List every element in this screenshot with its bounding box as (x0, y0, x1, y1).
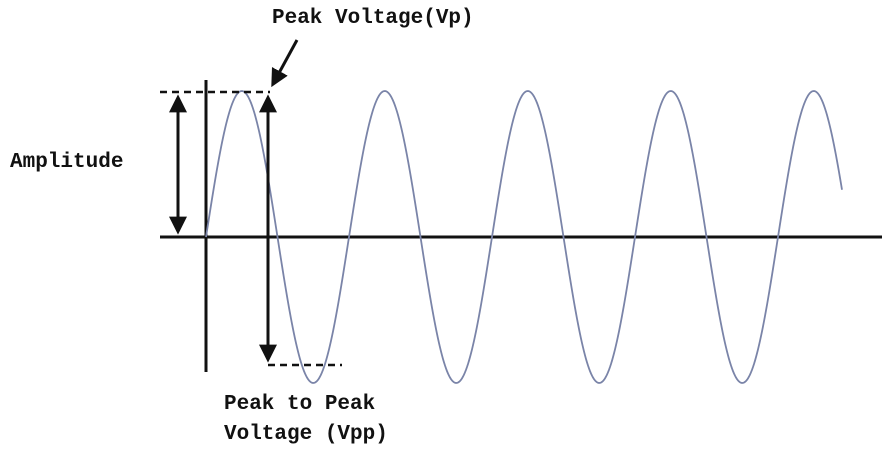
peak-to-peak-label-line1: Peak to Peak (224, 393, 376, 416)
sine-wave (205, 90, 843, 384)
amplitude-label: Amplitude (10, 151, 124, 174)
peak-to-peak-label-line2: Voltage (Vpp) (224, 423, 388, 446)
peak-pointer-arrow (271, 39, 299, 88)
peak-voltage-label: Peak Voltage(Vp) (272, 7, 474, 30)
